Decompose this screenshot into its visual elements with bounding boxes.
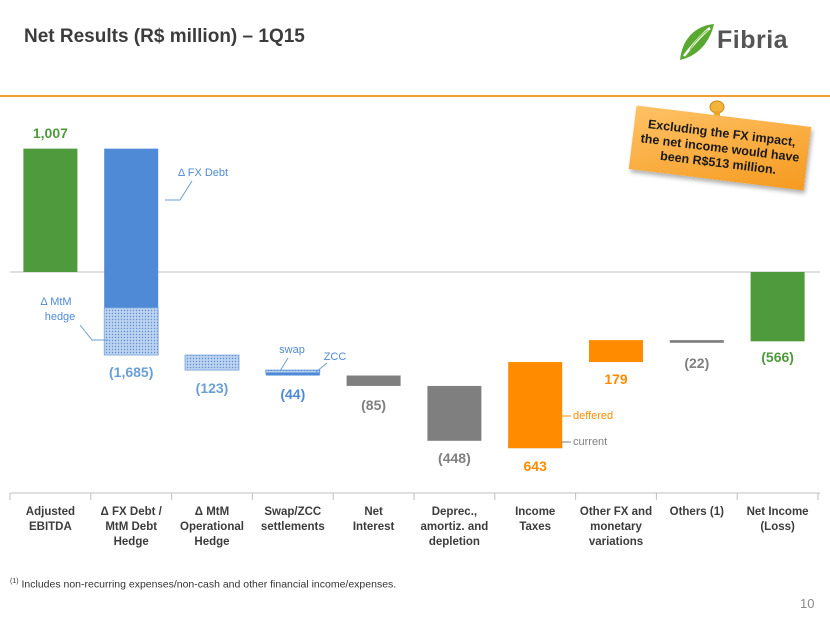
- value-label: 1,007: [33, 125, 68, 141]
- fibria-logo: Fibria: [676, 20, 816, 64]
- category-label: EBITDA: [29, 521, 72, 533]
- value-label: (85): [361, 397, 386, 413]
- category-label: Net: [364, 506, 383, 518]
- category-label: Δ FX Debt /: [101, 506, 163, 518]
- bar-mtm-hedge-segment: [103, 307, 159, 356]
- category-label: Δ MtM: [195, 506, 229, 518]
- page-number: 10: [800, 596, 815, 611]
- bar-mtm-operational-hedge: [184, 354, 240, 371]
- value-label: (123): [196, 380, 229, 396]
- category-label: amortiz. and: [421, 521, 489, 533]
- annotation-fx-debt: Δ FX Debt: [178, 167, 228, 179]
- bar-deffered-tax-segment: [508, 362, 563, 449]
- footnote: (1) Includes non-recurring expenses/non-…: [10, 578, 396, 591]
- category-label: Taxes: [519, 521, 551, 533]
- bar-fx-debt-segment: [104, 148, 159, 308]
- bar-swap-segment: [265, 369, 321, 374]
- category-label: Operational: [180, 521, 244, 533]
- annotation-zcc: ZCC: [324, 351, 347, 363]
- category-label: Income: [515, 506, 555, 518]
- logo-text: Fibria: [717, 26, 789, 54]
- bar-others: [669, 340, 724, 343]
- bar-zcc-segment: [265, 372, 320, 376]
- annotation-mtm-hedge-leader: [79, 324, 108, 341]
- category-label: settlements: [261, 521, 325, 533]
- value-label: 643: [524, 458, 548, 474]
- value-label: (44): [280, 386, 305, 402]
- category-label: Swap/ZCC: [264, 506, 321, 518]
- annotation-swap-leader: [279, 357, 289, 372]
- category-label: Net Income: [747, 506, 809, 518]
- bar-net-income: [750, 272, 805, 342]
- category-label: Hedge: [194, 536, 229, 548]
- annotation-mtm-hedge: Δ MtM: [40, 296, 71, 308]
- annotation-swap: swap: [279, 344, 305, 356]
- annotation-deffered: deffered: [573, 410, 613, 422]
- category-label: (Loss): [760, 521, 795, 533]
- value-label: (566): [761, 349, 794, 365]
- category-label: variations: [589, 536, 643, 548]
- category-label: Others (1): [670, 506, 724, 518]
- value-label: (1,685): [109, 364, 153, 380]
- slide-title: Net Results (R$ million) – 1Q15: [24, 26, 305, 47]
- bar-adjusted-ebitda: [23, 148, 78, 272]
- category-label: Other FX and: [580, 506, 652, 518]
- category-label: Hedge: [114, 536, 149, 548]
- value-label: (448): [438, 450, 471, 466]
- annotation-zcc-leader: [315, 362, 328, 373]
- footnote-mark: (1): [10, 578, 19, 585]
- category-label: monetary: [590, 521, 642, 533]
- header-rule: [0, 95, 830, 97]
- value-label: (22): [684, 355, 709, 371]
- bar-other-fx: [589, 340, 643, 363]
- category-label: Adjusted: [26, 506, 75, 518]
- value-label: 179: [604, 371, 628, 387]
- category-label: depletion: [429, 536, 480, 548]
- annotation-mtm-hedge: hedge: [45, 311, 76, 323]
- category-label: MtM Debt: [105, 521, 157, 533]
- category-label: Interest: [353, 521, 395, 533]
- annotation-fx-debt-leader: [165, 180, 193, 201]
- footnote-text: Includes non-recurring expenses/non-cash…: [18, 578, 397, 591]
- category-label: Deprec.,: [432, 506, 477, 518]
- bar-net-interest: [346, 375, 401, 386]
- annotation-current: current: [573, 436, 607, 448]
- leaf-icon: [680, 24, 714, 60]
- bar-depreciation: [427, 385, 482, 441]
